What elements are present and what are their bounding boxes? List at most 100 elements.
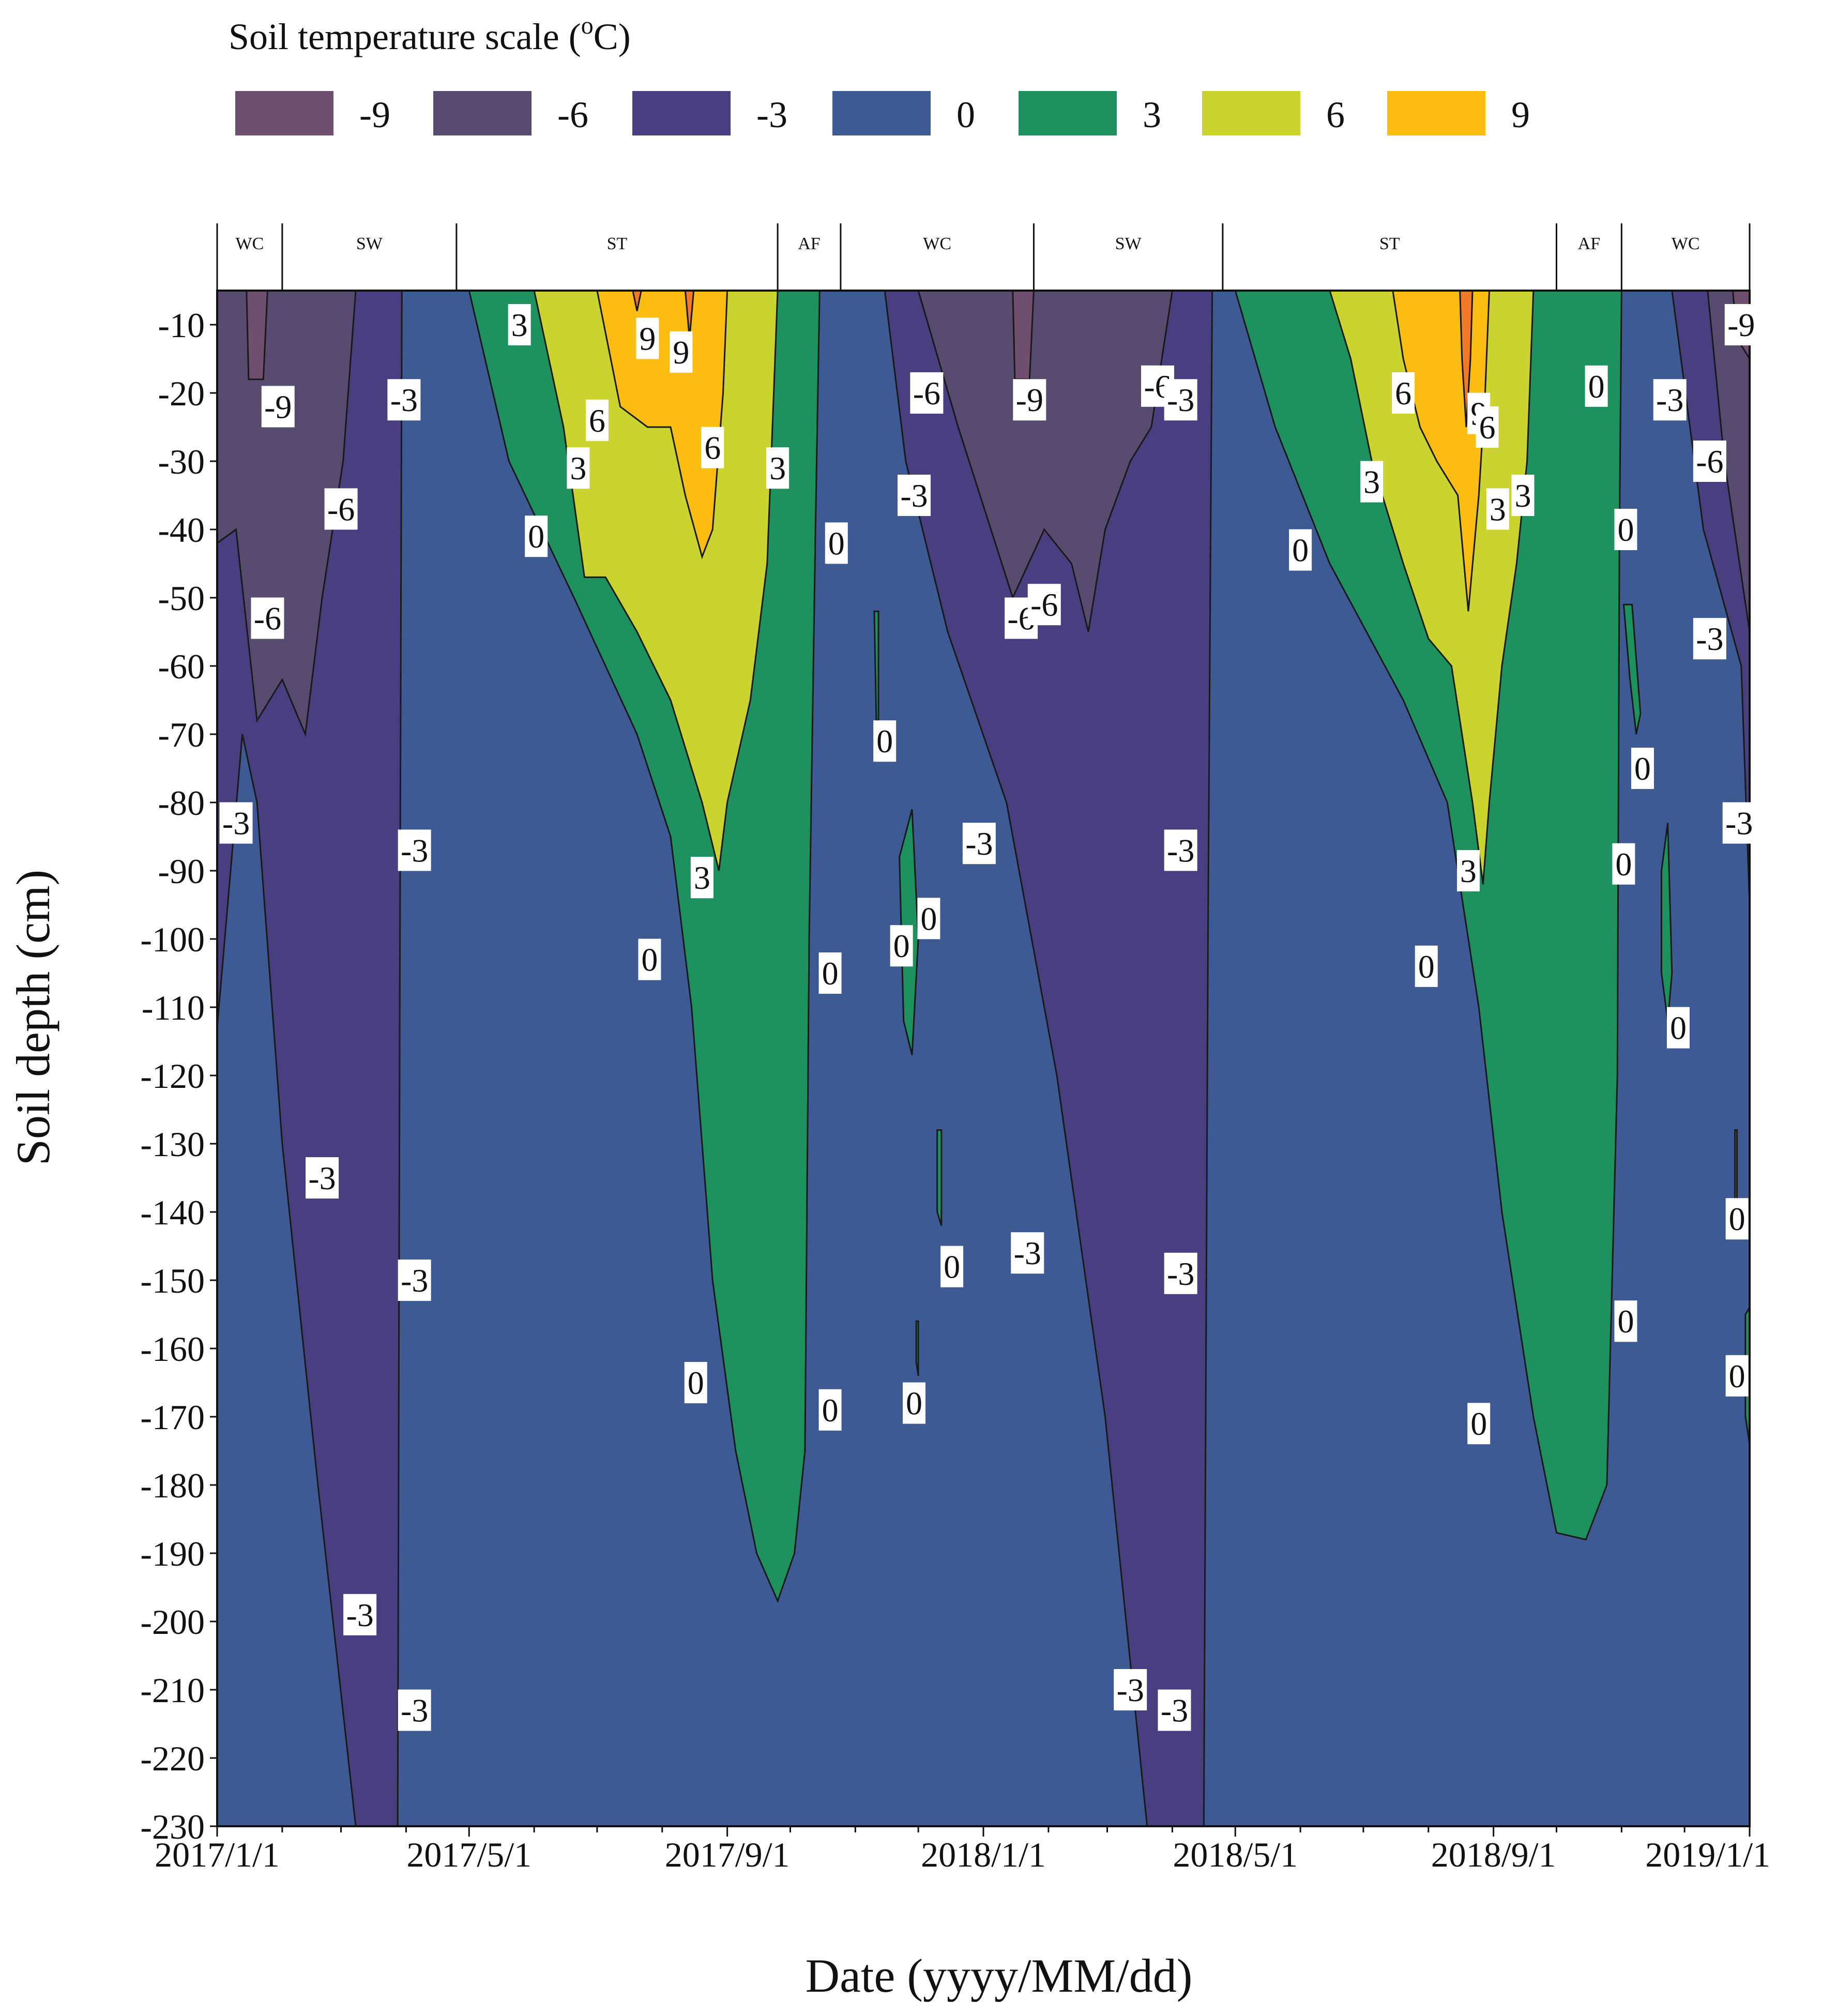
y-tick-label: -50 xyxy=(158,579,205,618)
svg-text:-3: -3 xyxy=(1656,382,1683,418)
y-tick-label: -10 xyxy=(158,306,205,345)
contour-label: -3 xyxy=(962,823,996,865)
legend-label: -3 xyxy=(756,94,787,135)
contour-label: 0 xyxy=(917,898,940,939)
contour-label: 0 xyxy=(638,938,661,980)
contour-label: -3 xyxy=(1164,829,1197,871)
svg-text:0: 0 xyxy=(1729,1358,1745,1394)
svg-text:-6: -6 xyxy=(327,491,355,527)
contour-label: 0 xyxy=(1415,945,1438,987)
svg-text:9: 9 xyxy=(639,320,656,357)
contour-label: 0 xyxy=(1631,748,1654,789)
legend-swatch xyxy=(1202,91,1300,135)
y-tick-label: -220 xyxy=(140,1739,205,1778)
legend-label: 9 xyxy=(1511,94,1530,135)
contour-region-0 xyxy=(217,291,1750,1826)
svg-text:-3: -3 xyxy=(1161,1692,1188,1729)
contour-label: 3 xyxy=(1511,475,1535,516)
x-axis-title: Date (yyyy/MM/dd) xyxy=(806,1949,1193,2002)
y-tick-label: -20 xyxy=(158,374,205,413)
legend-swatch xyxy=(1019,91,1117,135)
svg-text:3: 3 xyxy=(511,307,528,343)
y-tick-label: -170 xyxy=(140,1398,205,1437)
y-tick-label: -120 xyxy=(140,1056,205,1096)
legend-swatch xyxy=(1387,91,1485,135)
contour-region-3 xyxy=(915,1320,919,1376)
legend-label: 0 xyxy=(956,94,975,135)
y-tick-label: -160 xyxy=(140,1329,205,1369)
svg-text:0: 0 xyxy=(1670,1010,1687,1047)
legend-title: Soil temperature scale (oC) xyxy=(229,12,631,57)
contour-label: 0 xyxy=(825,522,848,564)
contour-label: -3 xyxy=(398,1260,431,1301)
svg-text:-3: -3 xyxy=(1167,382,1194,418)
svg-text:0: 0 xyxy=(1617,1303,1634,1340)
contour-label: 0 xyxy=(1614,509,1637,550)
svg-text:0: 0 xyxy=(1634,750,1651,787)
contour-region-3 xyxy=(1661,823,1673,1021)
contour-label: 6 xyxy=(1476,406,1499,448)
y-tick-label: -140 xyxy=(140,1193,205,1232)
y-tick-label: -190 xyxy=(140,1534,205,1573)
svg-text:3: 3 xyxy=(1514,477,1531,514)
contour-label: 0 xyxy=(1585,365,1608,407)
period-label: ST xyxy=(1379,234,1400,253)
svg-text:-3: -3 xyxy=(390,382,418,418)
contour-label: -3 xyxy=(343,1594,377,1635)
contour-label: -3 xyxy=(1164,379,1197,421)
contour-label: 6 xyxy=(585,399,609,441)
y-tick-label: -70 xyxy=(158,715,205,754)
contour-label: 0 xyxy=(818,1389,842,1431)
y-tick-label: -40 xyxy=(158,510,205,550)
svg-text:6: 6 xyxy=(704,430,721,466)
period-label: WC xyxy=(1672,234,1700,253)
legend-swatch xyxy=(632,91,731,135)
svg-text:-3: -3 xyxy=(900,477,928,514)
contour-label: -6 xyxy=(910,372,944,414)
x-tick-label: 2018/9/1 xyxy=(1431,1835,1556,1874)
y-tick-label: -200 xyxy=(140,1602,205,1642)
svg-text:0: 0 xyxy=(1615,846,1632,883)
contour-label: 0 xyxy=(1614,1300,1637,1342)
contour-label: -9 xyxy=(261,386,295,428)
y-tick-label: -110 xyxy=(142,988,205,1027)
period-label: SW xyxy=(1115,234,1142,253)
svg-text:0: 0 xyxy=(1292,532,1309,569)
period-label: WC xyxy=(923,234,951,253)
y-axis: -10 -20 -30 -40 -50 -60 -70 -80 -90 -100 -110 -120 -… xyxy=(140,306,217,1846)
svg-text:-3: -3 xyxy=(1696,620,1723,657)
y-tick-label: -90 xyxy=(158,852,205,891)
svg-text:-3: -3 xyxy=(965,825,993,862)
period-label: WC xyxy=(236,234,264,253)
contour-label: -3 xyxy=(1693,618,1726,660)
contour-label: 0 xyxy=(1725,1355,1749,1397)
x-tick-label: 2018/5/1 xyxy=(1173,1835,1298,1874)
y-tick-label: -100 xyxy=(140,920,205,959)
y-tick-label: -230 xyxy=(140,1807,205,1846)
contour-label: -3 xyxy=(1158,1689,1191,1731)
svg-text:-9: -9 xyxy=(1016,382,1043,418)
svg-text:-6: -6 xyxy=(1696,443,1723,480)
contour-label: -6 xyxy=(1693,441,1726,482)
x-axis: 2017/1/1 2017/5/1 2017/9/1 2018/1/1 2018/5/1… xyxy=(155,1826,1770,1874)
y-tick-label: -210 xyxy=(140,1671,205,1710)
contour-label: -3 xyxy=(1164,1252,1197,1294)
y-tick-label: -150 xyxy=(140,1261,205,1300)
x-tick-label: 2017/1/1 xyxy=(155,1835,280,1874)
svg-text:-3: -3 xyxy=(401,832,428,869)
contour-label: 0 xyxy=(1289,529,1312,571)
plot-area xyxy=(216,290,1751,1827)
svg-text:-3: -3 xyxy=(1167,1255,1194,1292)
svg-text:6: 6 xyxy=(1395,375,1411,412)
contour-label: -3 xyxy=(398,829,431,871)
y-tick-label: -80 xyxy=(158,783,205,823)
contour-region--3 xyxy=(884,290,1213,1827)
svg-text:3: 3 xyxy=(1490,491,1506,527)
svg-text:0: 0 xyxy=(1588,368,1605,405)
contour-label: 0 xyxy=(903,1382,926,1424)
svg-text:0: 0 xyxy=(1617,511,1634,548)
contour-label: 3 xyxy=(1360,461,1384,503)
contour-label: 0 xyxy=(684,1362,707,1403)
